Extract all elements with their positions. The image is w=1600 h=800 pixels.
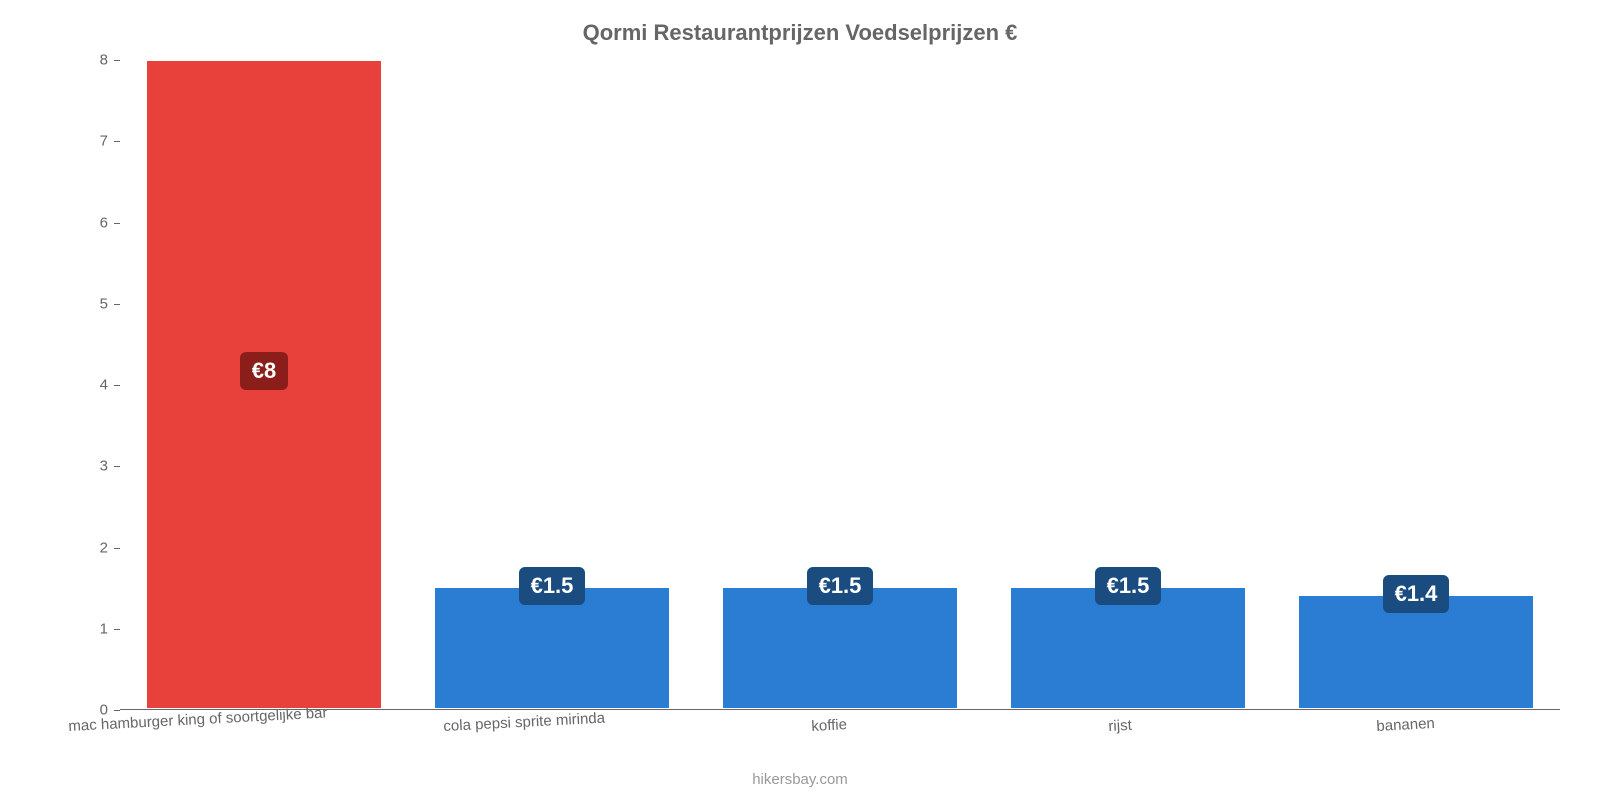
y-tick-label: 5 bbox=[8, 295, 108, 312]
bar-slot: €8 bbox=[120, 60, 408, 709]
y-tick-label: 4 bbox=[8, 377, 108, 394]
y-tick-label: 1 bbox=[8, 620, 108, 637]
chart-title: Qormi Restaurantprijzen Voedselprijzen € bbox=[0, 20, 1600, 46]
bar-value-label: €1.5 bbox=[519, 567, 586, 605]
x-axis-labels: mac hamburger king of soortgelijke bar c… bbox=[120, 710, 1560, 760]
y-tick-label: 2 bbox=[8, 539, 108, 556]
x-label-slot: mac hamburger king of soortgelijke bar bbox=[120, 710, 408, 760]
bar-value-label: €1.5 bbox=[807, 567, 874, 605]
price-bar-chart: Qormi Restaurantprijzen Voedselprijzen €… bbox=[0, 0, 1600, 800]
x-label-slot: rijst bbox=[984, 710, 1272, 760]
x-label: bananen bbox=[1376, 715, 1435, 735]
bar-bananen: €1.4 bbox=[1298, 595, 1534, 709]
x-label: cola pepsi sprite mirinda bbox=[443, 710, 605, 735]
y-tick-label: 7 bbox=[8, 133, 108, 150]
x-label-slot: cola pepsi sprite mirinda bbox=[408, 710, 696, 760]
bar-value-label: €8 bbox=[240, 352, 288, 390]
bars-row: €8 €1.5 €1.5 €1.5 €1.4 bbox=[120, 60, 1560, 709]
bar-cola: €1.5 bbox=[434, 587, 670, 709]
bar-slot: €1.5 bbox=[408, 60, 696, 709]
x-label-slot: koffie bbox=[696, 710, 984, 760]
y-tick-label: 8 bbox=[8, 52, 108, 69]
y-tick-label: 6 bbox=[8, 214, 108, 231]
y-axis: 0 1 2 3 4 5 6 7 8 bbox=[0, 60, 120, 710]
x-label: koffie bbox=[811, 716, 847, 735]
x-label-slot: bananen bbox=[1272, 710, 1560, 760]
bar-slot: €1.5 bbox=[696, 60, 984, 709]
bar-mac-hamburger: €8 bbox=[146, 60, 382, 709]
attribution-text: hikersbay.com bbox=[0, 771, 1600, 788]
bar-rijst: €1.5 bbox=[1010, 587, 1246, 709]
bar-slot: €1.4 bbox=[1272, 60, 1560, 709]
bar-slot: €1.5 bbox=[984, 60, 1272, 709]
bar-value-label: €1.5 bbox=[1095, 567, 1162, 605]
plot-area: €8 €1.5 €1.5 €1.5 €1.4 bbox=[120, 60, 1560, 710]
bar-value-label: €1.4 bbox=[1383, 575, 1450, 613]
y-tick-label: 3 bbox=[8, 458, 108, 475]
x-label: rijst bbox=[1108, 717, 1132, 735]
bar-koffie: €1.5 bbox=[722, 587, 958, 709]
